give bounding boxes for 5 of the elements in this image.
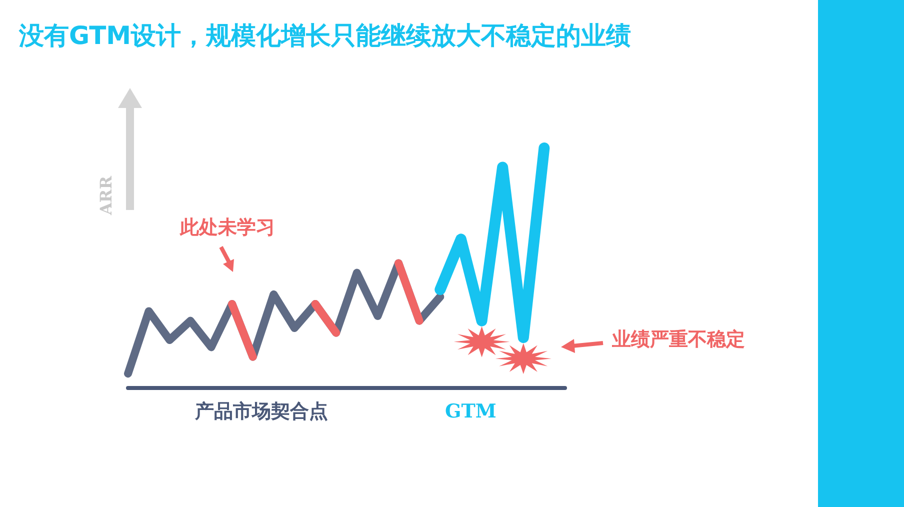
text: GTM xyxy=(445,400,496,422)
chart-title: 没有GTM设计，规模化增长只能继续放大不稳定的业绩 xyxy=(18,21,632,50)
annotation: 此处未学习 xyxy=(179,216,275,238)
text: 业绩严重不稳定 xyxy=(611,328,745,350)
text: 产品市场契合点 xyxy=(194,400,328,422)
